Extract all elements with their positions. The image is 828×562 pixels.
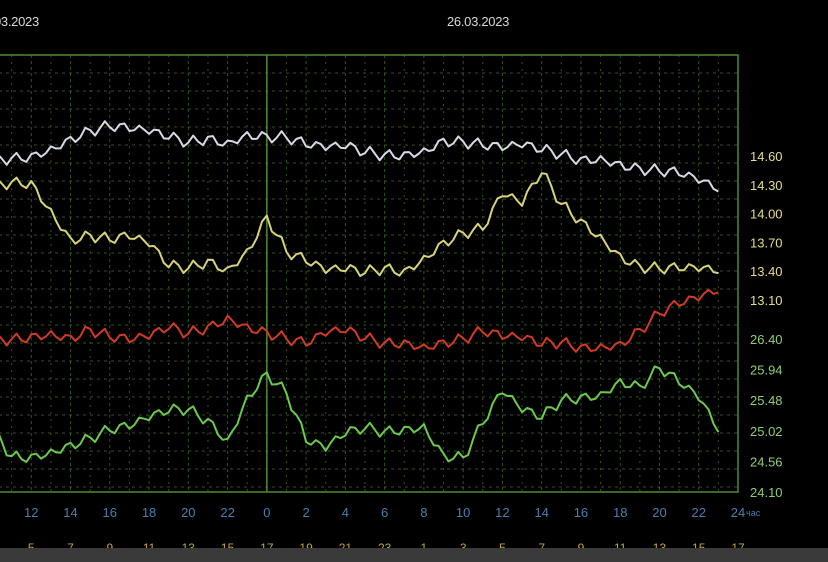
y-tick-label-upper: 14.60 bbox=[750, 149, 783, 164]
y-tick-label-lower: 25.94 bbox=[750, 363, 783, 378]
bottom-row-label: 9 bbox=[106, 541, 113, 548]
bottom-row-label: 17 bbox=[260, 541, 274, 548]
x-tick-label: 24 bbox=[731, 505, 745, 520]
date-label-left: 03.2023 bbox=[0, 14, 39, 29]
bottom-row-label: 13 bbox=[653, 541, 667, 548]
x-tick-label: 16 bbox=[574, 505, 588, 520]
bottom-row-label: 13 bbox=[182, 541, 196, 548]
x-tick-label: 16 bbox=[103, 505, 117, 520]
y-tick-label-lower: 25.02 bbox=[750, 424, 783, 439]
series-line-red bbox=[0, 288, 719, 353]
bottom-row-label: 11 bbox=[614, 541, 627, 548]
y-tick-label-lower: 24.10 bbox=[750, 485, 783, 500]
x-tick-label: 4 bbox=[342, 505, 349, 520]
bottom-row-label: 21 bbox=[339, 541, 353, 548]
y-tick-label-upper: 14.00 bbox=[750, 207, 783, 222]
x-tick-label: 12 bbox=[495, 505, 509, 520]
bottom-row-label: 19 bbox=[299, 541, 313, 548]
x-tick-label: 8 bbox=[420, 505, 427, 520]
x-tick-label: 10 bbox=[456, 505, 470, 520]
x-tick-label: 12 bbox=[24, 505, 38, 520]
bottom-row-label: 15 bbox=[692, 541, 706, 548]
x-tick-label: 0 bbox=[263, 505, 270, 520]
bottom-row-label: 11 bbox=[143, 541, 156, 548]
bottom-row-label: 5 bbox=[28, 541, 35, 548]
y-tick-label-upper: 13.10 bbox=[750, 293, 783, 308]
bottom-row-label: 1 bbox=[421, 541, 428, 548]
x-unit-label: час bbox=[746, 508, 761, 518]
bottom-row-label: 9 bbox=[578, 541, 585, 548]
bottom-row-label: 5 bbox=[499, 541, 506, 548]
series-line-yellow bbox=[0, 172, 719, 277]
x-tick-label: 20 bbox=[181, 505, 195, 520]
y-tick-label-lower: 26.40 bbox=[750, 332, 783, 347]
x-tick-label: 14 bbox=[63, 505, 77, 520]
x-tick-label: 20 bbox=[652, 505, 666, 520]
bottom-bar bbox=[0, 548, 828, 562]
x-tick-label: 2 bbox=[302, 505, 309, 520]
x-tick-label: 22 bbox=[220, 505, 234, 520]
bottom-row-label: 7 bbox=[538, 541, 545, 548]
plot-frame bbox=[0, 54, 739, 493]
x-tick-label: 18 bbox=[613, 505, 627, 520]
y-tick-label-lower: 24.56 bbox=[750, 454, 783, 469]
bottom-row-label: 23 bbox=[378, 541, 392, 548]
x-tick-label: 18 bbox=[142, 505, 156, 520]
y-tick-label-upper: 13.40 bbox=[750, 264, 783, 279]
y-tick-label-lower: 25.48 bbox=[750, 393, 783, 408]
line-chart: 14.60 14.30 14.00 13.70 13.40 13.10 26.40 25.94… bbox=[0, 54, 783, 548]
bottom-row-label: 17 bbox=[731, 541, 745, 548]
y-tick-label-upper: 13.70 bbox=[750, 235, 783, 250]
bottom-row-label: 3 bbox=[460, 541, 467, 548]
x-tick-label: 22 bbox=[692, 505, 706, 520]
x-tick-label: 6 bbox=[381, 505, 388, 520]
series-line-white bbox=[0, 120, 719, 193]
y-tick-label-upper: 14.30 bbox=[750, 178, 783, 193]
bottom-row-label: 15 bbox=[221, 541, 235, 548]
x-tick-label: 14 bbox=[534, 505, 548, 520]
date-label-right: 26.03.2023 bbox=[447, 14, 510, 29]
bottom-row-label: 7 bbox=[67, 541, 74, 548]
series-line-green bbox=[0, 365, 720, 463]
